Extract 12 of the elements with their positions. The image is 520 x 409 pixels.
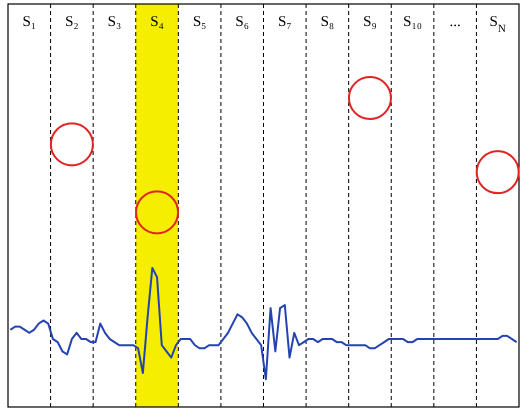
x-tick-label: ... <box>450 14 461 30</box>
x-tick-label: S₈ <box>320 14 334 30</box>
x-tick-label: S$_{N}$ <box>490 14 506 35</box>
x-tick-label: S₂ <box>65 14 79 30</box>
x-tick-label: S₉ <box>363 14 377 30</box>
x-tick-label: S₇ <box>278 14 292 30</box>
x-tick-label: S₅ <box>192 14 206 30</box>
x-tick-label: S₃ <box>108 14 122 30</box>
x-tick-label: S₁ <box>22 14 36 30</box>
x-tick-label: S₁₀ <box>403 14 422 30</box>
x-tick-label: S₆ <box>235 14 249 30</box>
x-tick-label: S₄ <box>150 14 164 30</box>
